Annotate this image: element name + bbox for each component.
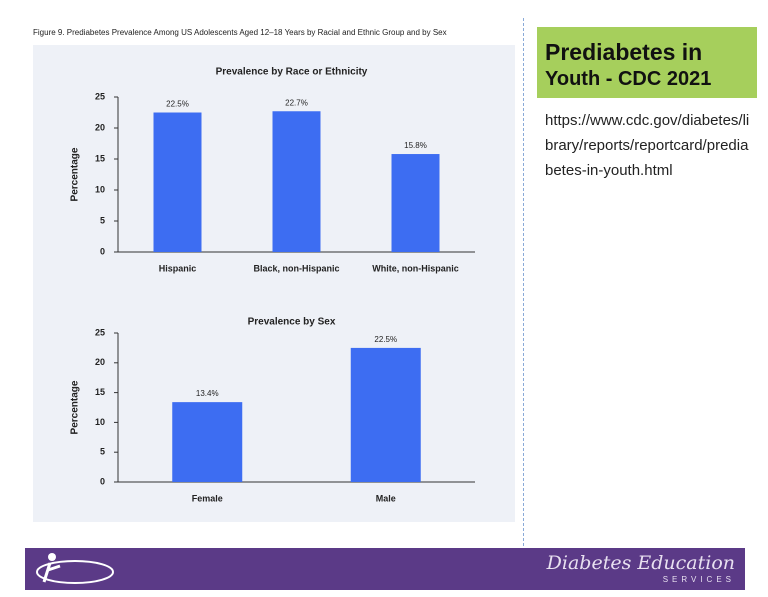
divider: [523, 18, 524, 546]
figure-caption: Figure 9. Prediabetes Prevalence Among U…: [33, 28, 447, 37]
brand: Diabetes Education: [546, 552, 735, 574]
value-label: 22.5%: [374, 335, 397, 344]
chart-title: Prevalence by Sex: [248, 317, 336, 328]
x-tick-label: White, non-Hispanic: [372, 263, 459, 273]
y-axis-label: Percentage: [70, 380, 81, 434]
x-tick-label: Black, non-Hispanic: [253, 263, 339, 273]
x-tick-label: Female: [192, 493, 223, 503]
y-tick-label: 25: [95, 91, 105, 101]
logo-icon: [36, 553, 114, 584]
y-tick-label: 0: [100, 246, 105, 256]
footer: Diabetes Education SERVICES: [25, 548, 745, 590]
y-axis-label: Percentage: [70, 147, 81, 201]
y-tick-label: 25: [95, 327, 105, 337]
slide-title: Youth - CDC 2021: [545, 68, 712, 90]
y-tick-label: 0: [100, 476, 105, 486]
value-label: 15.8%: [404, 141, 427, 150]
y-tick-label: 20: [95, 357, 105, 367]
value-label: 22.5%: [166, 100, 189, 109]
y-tick-label: 15: [95, 153, 105, 163]
bar: [172, 402, 243, 482]
slide-title-box: Prediabetes in Youth - CDC 2021: [537, 27, 757, 98]
slide-title: Prediabetes in: [545, 39, 703, 65]
brand-sub: SERVICES: [662, 575, 735, 584]
source-url: https://www.cdc.gov/diabetes/library/rep…: [545, 112, 750, 179]
chart-title: Prevalence by Race or Ethnicity: [216, 67, 368, 78]
y-tick-label: 10: [95, 417, 105, 427]
bar: [391, 154, 440, 252]
y-tick-label: 10: [95, 184, 105, 194]
y-tick-label: 20: [95, 122, 105, 132]
bar: [272, 111, 321, 252]
value-label: 13.4%: [196, 389, 219, 398]
x-tick-label: Hispanic: [159, 263, 197, 273]
y-tick-label: 5: [100, 447, 105, 457]
y-tick-label: 5: [100, 215, 105, 225]
bar: [350, 347, 421, 482]
value-label: 22.7%: [285, 98, 308, 107]
bar: [153, 112, 202, 252]
y-tick-label: 15: [95, 387, 105, 397]
x-tick-label: Male: [376, 493, 396, 503]
